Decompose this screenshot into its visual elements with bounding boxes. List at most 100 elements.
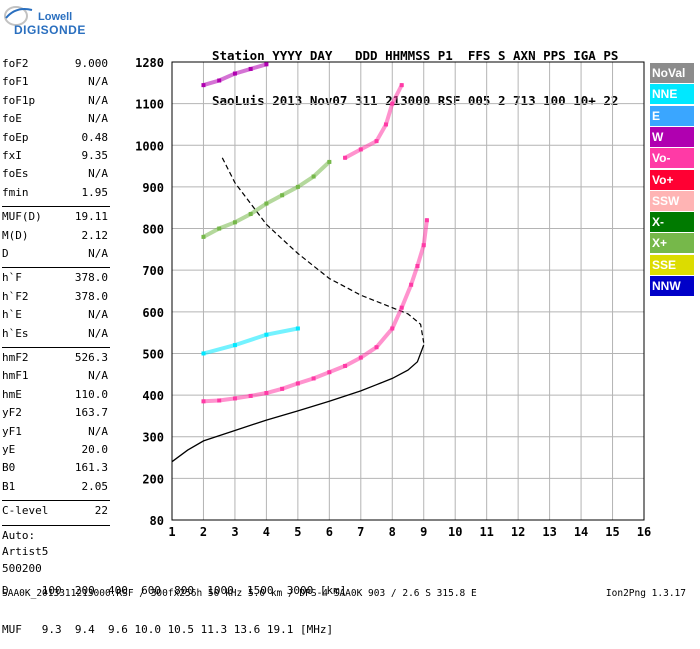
param-value: N/A [88,93,108,107]
legend-item-sse: SSE [650,254,694,275]
clevel-row: C-level 22 [2,504,108,522]
clevel-name: C-level [2,504,49,518]
x-tick-label: 3 [231,525,238,539]
x-tick-label: 14 [574,525,588,539]
param-name: hmF2 [2,351,29,364]
file-info: SAA0K_2013311213000.RSF / 300fx256h 50 k… [2,588,477,599]
legend-item-nne: NNE [650,84,694,105]
param-row: D N/A [2,247,108,265]
param-name: foF1p [2,93,36,107]
param-row: fmin 1.95 [2,186,108,204]
param-row: B1 2.05 [2,480,108,498]
param-value: 0.48 [81,130,109,144]
param-name: MUF(D) [2,210,42,224]
x-tick-label: 7 [357,525,364,539]
param-value: 9.000 [74,57,108,70]
param-row: hmF2 526.3 [2,351,108,369]
legend-item-voplus: Vo+ [650,169,694,190]
param-separator [2,347,110,348]
x-tick-label: 9 [420,525,427,539]
param-name: foF2 [2,57,29,70]
y-tick-label: 600 [142,306,164,320]
legend-item-xplus: X+ [650,233,694,254]
param-value: N/A [88,247,108,260]
x-tick-label: 12 [511,525,525,539]
legend-item-noval: NoVal [650,63,694,83]
echo-trace [201,62,269,88]
param-row: M(D) 2.12 [2,229,108,247]
param-row: yE 20.0 [2,443,108,461]
param-value: 526.3 [74,351,108,364]
param-value: N/A [88,326,108,340]
x-tick-label: 1 [168,525,175,539]
param-name: h`Es [2,326,29,340]
param-separator [2,500,110,502]
param-value: 2.12 [81,228,109,242]
param-row: fxI 9.35 [2,149,108,167]
logo-line2: DIGISONDE [14,23,86,37]
ionogram-chart: 1 2 3 4 5 6 7 8 9 10 11 12 13 14 15 1680200300400500600… [135,56,651,539]
x-tick-label: 2 [200,525,207,539]
param-name: h`F [2,271,22,285]
param-name: D [2,247,9,260]
param-row: yF1 N/A [2,425,108,443]
y-tick-label: 300 [142,431,164,445]
legend-item-xminus: X- [650,212,694,233]
param-separator [2,524,110,526]
version-label: Ion2Png 1.3.17 [605,588,686,599]
param-name: yE [2,443,16,456]
y-tick-label: 400 [142,389,164,403]
y-tick-label: 800 [142,223,164,237]
series-dashed-line [221,157,425,343]
param-name: M(D) [2,228,29,242]
y-tick-label: 500 [142,347,164,361]
param-name: foEs [2,167,29,181]
param-row: hmE 110.0 [2,388,108,406]
x-tick-label: 16 [637,525,651,539]
param-value: N/A [88,424,108,438]
y-tick-label: 700 [142,264,164,278]
param-row: B0 161.3 [2,461,108,479]
param-value: 161.3 [74,461,108,475]
param-value: N/A [88,167,108,181]
param-value: 378.0 [74,271,108,285]
lowell-digisonde-logo: Lowell DIGISONDE [0,0,85,40]
param-name: foEp [2,130,29,144]
x-tick-label: 5 [294,525,301,539]
param-name: foF1 [2,75,29,89]
echo-trace [201,159,332,239]
param-name: hmE [2,387,22,401]
echo-trace [201,218,429,404]
param-row: foEp 0.48 [2,131,108,149]
param-separator [2,267,110,269]
x-tick-label: 13 [542,525,556,539]
param-name: foE [2,112,22,126]
series-profile-line [171,344,425,463]
param-name: hmF1 [2,369,29,383]
param-value: 1.95 [81,185,109,199]
muf-table: D 100 200 400 600 800 1000 1500 3000 [km… [2,558,346,649]
param-row: h`E N/A [2,308,108,326]
param-row: h`F 378.0 [2,271,108,289]
legend-item-e: E [650,105,694,126]
x-tick-label: 10 [448,525,462,539]
param-row: foF1 N/A [2,75,108,93]
globe-icon [4,6,33,26]
param-name: fmin [2,185,29,199]
station-header: Station YYYY DAY DDD HHMMSS P1 FFS S AXN… [212,18,618,123]
x-tick-label: 15 [605,525,619,539]
legend-item-ssw: SSW [650,190,694,211]
param-value: 378.0 [74,289,108,303]
param-row: h`F2 378.0 [2,290,108,308]
scaler-line3: 500200 [2,561,42,575]
param-value: 19.11 [74,210,108,224]
echo-trace [201,326,300,356]
param-separator [2,206,110,208]
param-row: h`Es N/A [2,327,108,345]
param-row: yF2 163.7 [2,406,108,424]
muf-row: MUF 9.3 9.4 9.6 10.0 10.5 11.3 13.6 19.1… [2,623,334,636]
y-tick-label: 1100 [135,98,164,112]
param-value: N/A [88,369,108,383]
param-name: h`F2 [2,289,29,303]
param-row: foEs N/A [2,167,108,185]
